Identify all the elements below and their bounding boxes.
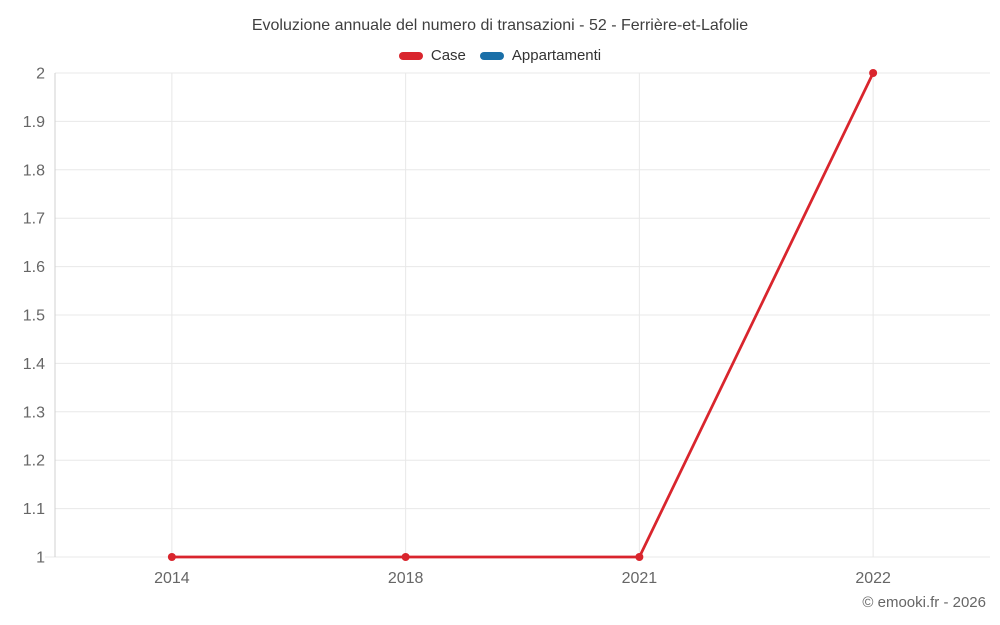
y-axis-label: 1.7 [23, 211, 45, 228]
chart-title: Evoluzione annuale del numero di transaz… [251, 17, 749, 34]
series-line-case [171, 72, 875, 559]
legend-label-case: Case [430, 47, 466, 64]
y-axis-label: 1.2 [23, 453, 45, 470]
y-axis-label: 1.4 [23, 356, 45, 373]
x-axis-label: 2014 [154, 570, 190, 587]
y-axis-label: 1.1 [23, 501, 45, 518]
y-axis-label: 1.3 [23, 404, 45, 421]
data-point-case-2022[interactable] [869, 69, 878, 77]
legend-label-appartamenti: Appartamenti [511, 47, 602, 64]
x-axis-label: 2018 [388, 570, 424, 587]
y-axis-label: 1.5 [23, 308, 45, 325]
legend: Case Appartamenti [0, 47, 1000, 64]
data-point-case-2014[interactable] [167, 553, 176, 561]
x-axis-label: 2022 [855, 570, 891, 587]
y-axis-label: 2 [36, 66, 45, 83]
data-point-case-2021[interactable] [635, 553, 644, 561]
y-axis-label: 1.8 [23, 162, 45, 179]
legend-swatch-case-icon [398, 51, 423, 60]
x-axis-label: 2021 [622, 570, 658, 587]
legend-item-appartamenti[interactable]: Appartamenti [479, 47, 602, 64]
y-axis-label: 1.6 [23, 259, 45, 276]
y-axis-label: 1 [36, 550, 45, 567]
legend-swatch-appartamenti-icon [479, 51, 504, 60]
y-axis-label: 1.9 [23, 114, 45, 131]
legend-item-case[interactable]: Case [398, 47, 466, 64]
data-point-case-2018[interactable] [401, 553, 410, 561]
credits-watermark: © emooki.fr - 2026 [862, 594, 986, 611]
